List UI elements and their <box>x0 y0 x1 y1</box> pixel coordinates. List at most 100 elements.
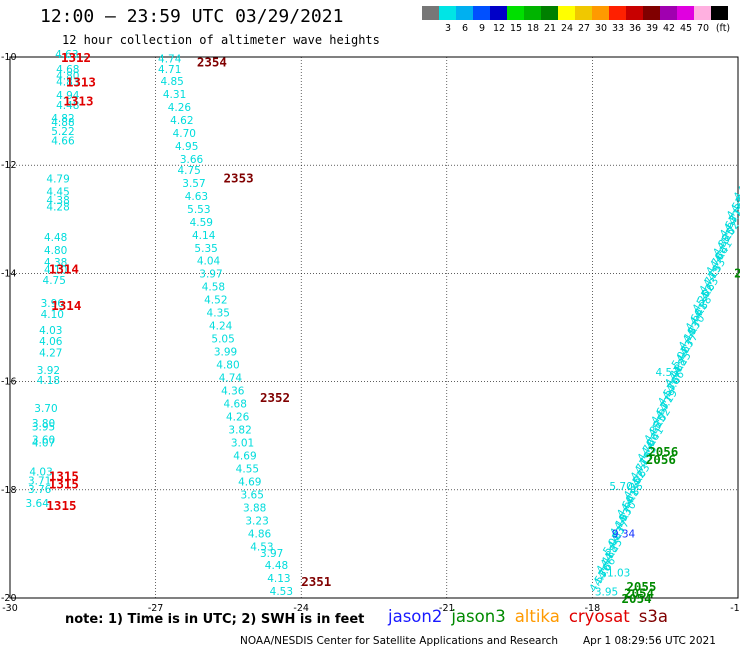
wave-height-value: 3.88 <box>243 502 266 514</box>
wave-height-value: 4.38 <box>44 257 67 269</box>
legend-label: 6 <box>461 23 469 34</box>
legend-unit: (ft) <box>715 23 731 34</box>
legend-swatch <box>439 6 456 20</box>
wave-height-value: 4.10 <box>41 309 64 321</box>
wave-height-value: 3.23 <box>245 515 268 527</box>
pass-time-label: 2055 <box>626 579 656 594</box>
legend-label: 15 <box>509 23 523 34</box>
wave-height-value: 4.48 <box>44 232 67 244</box>
wave-height-value: 9.34 <box>612 528 636 540</box>
legend-swatch <box>473 6 490 20</box>
legend-label: 30 <box>594 23 608 34</box>
pass-time-label: 2056 <box>646 452 676 467</box>
wave-height-value: 4.06 <box>39 336 63 348</box>
pass-time-label: 2353 <box>224 171 254 186</box>
wave-height-value: 4.24 <box>209 321 233 333</box>
pass-time-label: 1312 <box>61 50 91 65</box>
wave-height-value: 4.13 <box>267 573 290 585</box>
pass-time-label: 2354 <box>197 54 227 69</box>
legend-swatch <box>507 6 524 20</box>
longitude-label: -30 <box>2 603 18 614</box>
wave-height-value: 4.70 <box>173 128 196 140</box>
legend-label: 70 <box>696 23 710 34</box>
wave-height-value: 5.35 <box>194 243 217 255</box>
pass-time-label: 1313 <box>66 74 96 89</box>
wave-height-value: 3.64 <box>26 498 50 510</box>
wave-height-value: 4.27 <box>39 348 62 360</box>
legend-swatch <box>575 6 592 20</box>
satellite-s3a: s3a <box>638 607 668 626</box>
page-subtitle: 12 hour collection of altimeter wave hei… <box>62 33 380 47</box>
wave-height-value: 4.66 <box>733 182 740 208</box>
legend-label: 27 <box>577 23 591 34</box>
longitude-label: -24 <box>293 603 309 614</box>
wave-height-value: 4.48 <box>265 560 288 572</box>
wave-height-value: 4.03 <box>39 325 62 337</box>
wave-height-value: 4.36 <box>221 386 245 398</box>
wave-height-value: 4.04 <box>197 256 221 268</box>
wave-height-value: 4.74 <box>219 373 243 385</box>
wave-height-value: 5.53 <box>187 204 210 216</box>
legend-label: 18 <box>526 23 540 34</box>
wave-height-value: 3.97 <box>260 548 283 560</box>
wave-height-value: 3.57 <box>182 178 205 190</box>
wave-height-value: 4.31 <box>163 89 186 101</box>
longitude-label: -21 <box>439 603 455 614</box>
satellite-altika: altika <box>514 607 560 626</box>
legend-label: 3 <box>444 23 452 34</box>
wave-height-value: 3.99 <box>214 347 237 359</box>
legend-swatch <box>643 6 660 20</box>
satellite-jason3: jason3 <box>451 607 506 626</box>
pass-time-label: 2054 <box>622 591 652 606</box>
wave-height-value: 4.58 <box>202 282 225 294</box>
wave-height-value: 4.85 <box>160 76 183 88</box>
legend-swatch <box>626 6 643 20</box>
wave-height-value: 4.63 <box>185 191 208 203</box>
wave-height-value: 1.03 <box>607 567 630 579</box>
latitude-label: -20 <box>1 593 17 604</box>
wave-height-value: 4.69 <box>233 451 256 463</box>
wave-height-value: 4.95 <box>175 141 198 153</box>
wave-height-value: 3.80 <box>32 418 55 430</box>
wave-height-value: 3.92 <box>37 365 60 377</box>
wave-height-value: 4.75 <box>177 165 200 177</box>
legend-label: 33 <box>611 23 625 34</box>
satellite-legend: jason2 jason3 altika cryosat s3a <box>388 607 677 626</box>
longitude-label: -27 <box>148 603 164 614</box>
legend-label: 12 <box>492 23 506 34</box>
wave-height-value: 4.26 <box>226 412 250 424</box>
wave-height-value: 4.53 <box>655 367 678 379</box>
wave-height-value: 3.95 <box>32 421 55 433</box>
wave-height-value: 4.03 <box>29 467 52 479</box>
legend-swatch <box>711 6 728 20</box>
wave-height-value: 3.71 <box>28 475 51 487</box>
wave-height-value: 3.65 <box>241 489 264 501</box>
wave-height-value: 4.74 <box>158 53 182 65</box>
wave-height-value: 4.14 <box>192 230 216 242</box>
legend-label: 45 <box>679 23 693 34</box>
wave-height-value: 5.70 <box>609 481 632 493</box>
wave-height-value: 4.53 <box>250 541 273 553</box>
legend-swatch <box>694 6 711 20</box>
wave-height-value: 5.22 <box>51 126 74 138</box>
east-track-strip: 4.534.704.664.414.884.255.024.634.774.19… <box>587 157 740 594</box>
pass-time-label: 1314 <box>51 298 81 313</box>
wave-height-value: 4.07 <box>32 438 55 450</box>
wave-height-value: 4.80 <box>56 71 79 83</box>
wave-height-value: 4.75 <box>43 275 66 287</box>
legend-label: 24 <box>560 23 574 34</box>
wave-height-value: 4.83 <box>56 77 79 89</box>
wave-height-value: 3.97 <box>199 269 222 281</box>
legend-swatch <box>490 6 507 20</box>
pass-time-label: 2054 <box>624 586 654 601</box>
pass-time-label: 1315 <box>49 468 79 483</box>
pass-time-label: 2056 <box>648 444 678 459</box>
wave-height-value: 4.69 <box>238 476 261 488</box>
wave-height-value: 4.66 <box>51 136 75 148</box>
wave-height-value: 4.45 <box>46 186 69 198</box>
legend-swatch <box>609 6 626 20</box>
wave-height-value: 3.60 <box>32 434 55 446</box>
wave-height-value: 4.80 <box>216 360 239 372</box>
wave-height-value: 4.59 <box>190 217 213 229</box>
